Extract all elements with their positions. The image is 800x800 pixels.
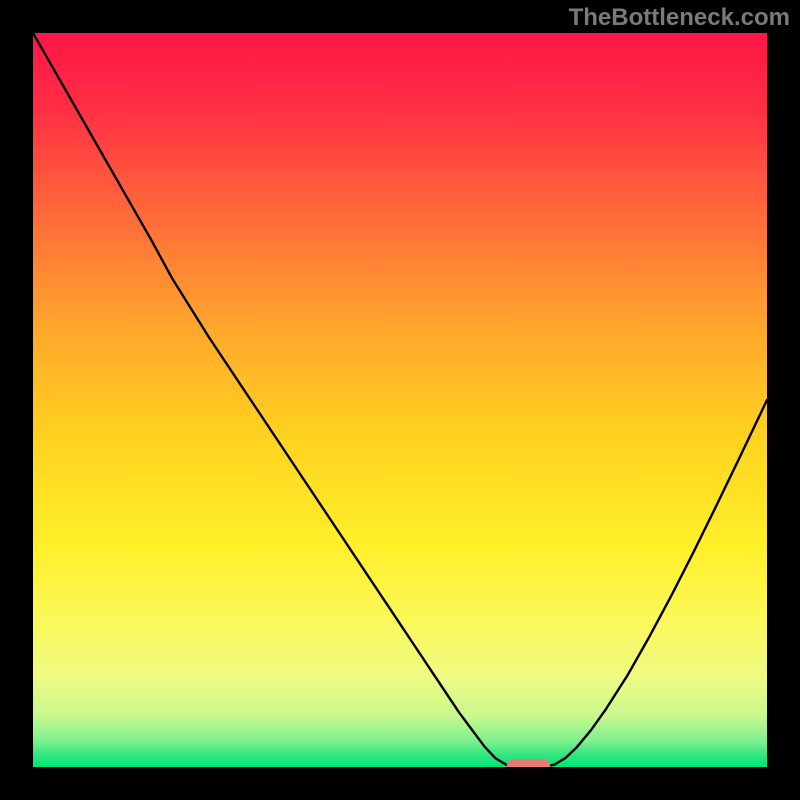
chart-frame: TheBottleneck.com bbox=[0, 0, 800, 800]
gradient-background bbox=[33, 33, 767, 767]
optimal-marker bbox=[506, 759, 550, 775]
bottleneck-chart bbox=[0, 0, 800, 800]
watermark-text: TheBottleneck.com bbox=[569, 4, 790, 32]
